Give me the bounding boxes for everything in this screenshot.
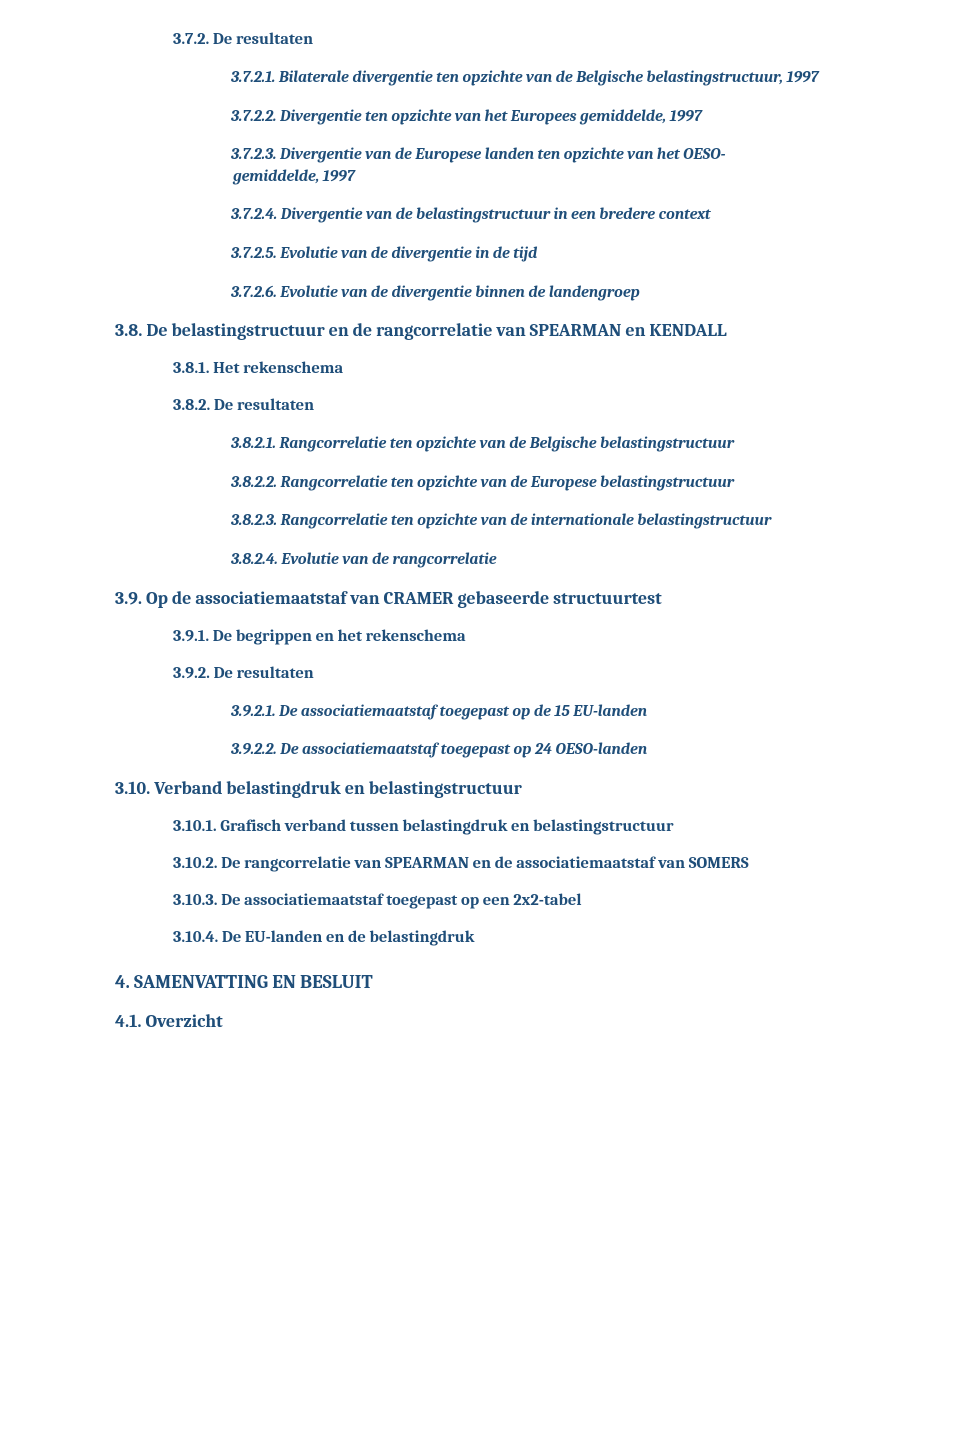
toc-entry-3-10-4: 3.10.4. De EU-landen en de belastingdruk <box>173 928 865 947</box>
toc-entry-3-7-2-3: 3.7.2.3. Divergentie van de Europese lan… <box>233 144 865 187</box>
toc-entry-3-10-1: 3.10.1. Grafisch verband tussen belastin… <box>173 817 865 836</box>
toc-entry-3-9-1: 3.9.1. De begrippen en het rekenschema <box>173 627 865 646</box>
toc-entry-3-7-2: 3.7.2. De resultaten <box>173 30 865 49</box>
toc-entry-4: 4. SAMENVATTING EN BESLUIT <box>115 971 865 993</box>
toc-entry-3-8-2-3: 3.8.2.3. Rangcorrelatie ten opzichte van… <box>231 510 865 532</box>
toc-entry-3-7-2-6: 3.7.2.6. Evolutie van de divergentie bin… <box>231 282 865 304</box>
toc-entry-3-9-2-1: 3.9.2.1. De associatiemaatstaf toegepast… <box>231 701 865 723</box>
toc-entry-3-8-2-2: 3.8.2.2. Rangcorrelatie ten opzichte van… <box>231 472 865 494</box>
toc-entry-3-10: 3.10. Verband belastingdruk en belasting… <box>115 778 865 799</box>
toc-entry-3-9: 3.9. Op de associatiemaatstaf van CRAMER… <box>115 588 865 609</box>
toc-entry-3-8: 3.8. De belastingstructuur en de rangcor… <box>115 320 865 341</box>
toc-entry-3-8-2-1: 3.8.2.1. Rangcorrelatie ten opzichte van… <box>231 433 865 455</box>
toc-entry-3-10-3: 3.10.3. De associatiemaatstaf toegepast … <box>173 891 865 910</box>
toc-entry-3-10-2: 3.10.2. De rangcorrelatie van SPEARMAN e… <box>173 854 865 873</box>
toc-entry-3-8-2: 3.8.2. De resultaten <box>173 396 865 415</box>
toc-entry-3-9-2-2: 3.9.2.2. De associatiemaatstaf toegepast… <box>231 739 865 761</box>
toc-entry-4-1: 4.1. Overzicht <box>115 1011 865 1032</box>
toc-entry-3-7-2-5: 3.7.2.5. Evolutie van de divergentie in … <box>231 243 865 265</box>
toc-entry-3-7-2-1: 3.7.2.1. Bilaterale divergentie ten opzi… <box>233 67 865 89</box>
toc-entry-3-9-2: 3.9.2. De resultaten <box>173 664 865 683</box>
toc-entry-3-8-1: 3.8.1. Het rekenschema <box>173 359 865 378</box>
toc-entry-3-8-2-4: 3.8.2.4. Evolutie van de rangcorrelatie <box>231 549 865 571</box>
toc-entry-3-7-2-4: 3.7.2.4. Divergentie van de belastingstr… <box>231 204 865 226</box>
toc-entry-3-7-2-2: 3.7.2.2. Divergentie ten opzichte van he… <box>231 106 865 128</box>
